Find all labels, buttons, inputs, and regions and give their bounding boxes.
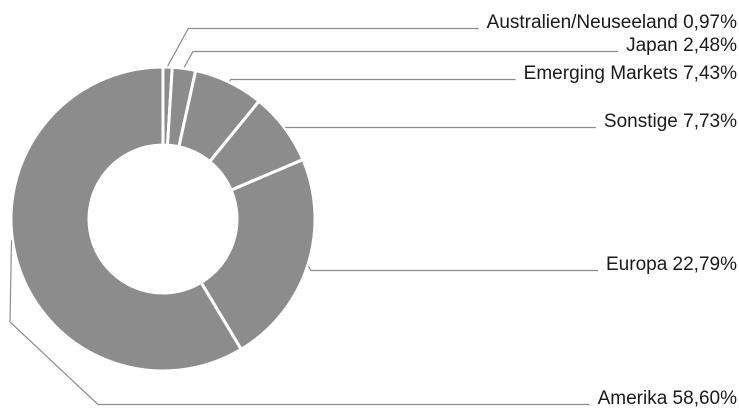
leader-line-emerging-markets: [229, 78, 516, 82]
leader-line-australien-neuseeland: [167, 27, 479, 67]
slice-label-emerging-markets: Emerging Markets 7,43%: [524, 63, 737, 84]
leader-line-amerika: [9, 240, 590, 406]
slice-label-sonstige: Sonstige 7,73%: [604, 111, 737, 132]
leader-line-europa: [307, 266, 598, 272]
slice-label-amerika: Amerika 58,60%: [598, 388, 738, 408]
labels-layer: Australien/Neuseeland 0,97%Japan 2,48% Em…: [487, 12, 737, 408]
slice-europa: [199, 158, 317, 351]
slice-label-japan: Japan 2,48%: [626, 35, 737, 56]
leader-line-japan: [183, 50, 619, 68]
slice-amerika: [9, 65, 243, 373]
slice-label-europa: Europa 22,79%: [606, 254, 737, 275]
slice-label-australien-neuseeland: Australien/Neuseeland 0,97%: [487, 12, 737, 33]
leader-lines-layer: [9, 27, 619, 406]
slices-layer: [9, 65, 317, 373]
